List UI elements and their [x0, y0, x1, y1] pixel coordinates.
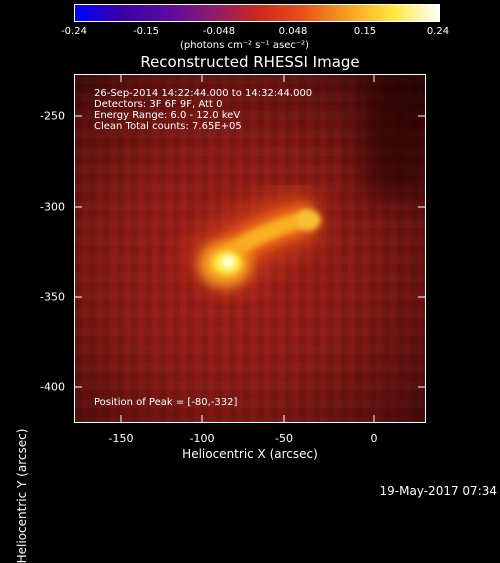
y-tick-label: -350	[40, 290, 65, 304]
plot-title: Reconstructed RHESSI Image	[140, 53, 360, 71]
colorbar-tick: -0.048	[202, 26, 236, 37]
plot-timestamp: 19-May-2017 07:34	[379, 484, 497, 498]
y-tick-label: -250	[40, 109, 65, 123]
primary-source-peak	[221, 256, 235, 268]
colorbar-gradient	[74, 4, 440, 22]
y-tick-label: -400	[40, 380, 65, 394]
colorbar-tick: 0.15	[353, 26, 377, 37]
y-tick-label: -300	[40, 200, 65, 214]
secondary-source	[297, 210, 321, 230]
info-energy-range: Energy Range: 6.0 - 12.0 keV	[94, 110, 241, 121]
colorbar-units: (photons cm⁻² s⁻¹ asec⁻²)	[180, 40, 310, 51]
image-plot[interactable]: 26-Sep-2014 14:22:44.000 to 14:32:44.000…	[74, 74, 426, 423]
colorbar-tick: -0.24	[61, 26, 87, 37]
colorbar-tick: 0.24	[426, 26, 450, 37]
rhessi-image	[75, 75, 425, 422]
x-axis-label: Heliocentric X (arcsec)	[182, 447, 318, 461]
info-detectors: Detectors: 3F 6F 9F, Att 0	[94, 99, 223, 110]
x-tick-label: 0	[370, 432, 378, 445]
x-tick-label: -150	[108, 432, 134, 445]
axis-ticks	[74, 74, 426, 423]
y-axis-label: Heliocentric Y (arcsec)	[15, 428, 29, 563]
x-tick-label: -50	[275, 432, 293, 445]
dark-region	[365, 75, 425, 195]
colorbar-tick: 0.048	[278, 26, 308, 37]
colorbar	[74, 4, 440, 22]
colorbar-tick: -0.15	[133, 26, 159, 37]
info-peak-position: Position of Peak = [-80,-332]	[94, 397, 238, 408]
info-time-range: 26-Sep-2014 14:22:44.000 to 14:32:44.000	[94, 88, 313, 99]
info-clean: Clean Total counts: 7.65E+05	[94, 121, 242, 132]
x-tick-label: -100	[189, 432, 215, 445]
